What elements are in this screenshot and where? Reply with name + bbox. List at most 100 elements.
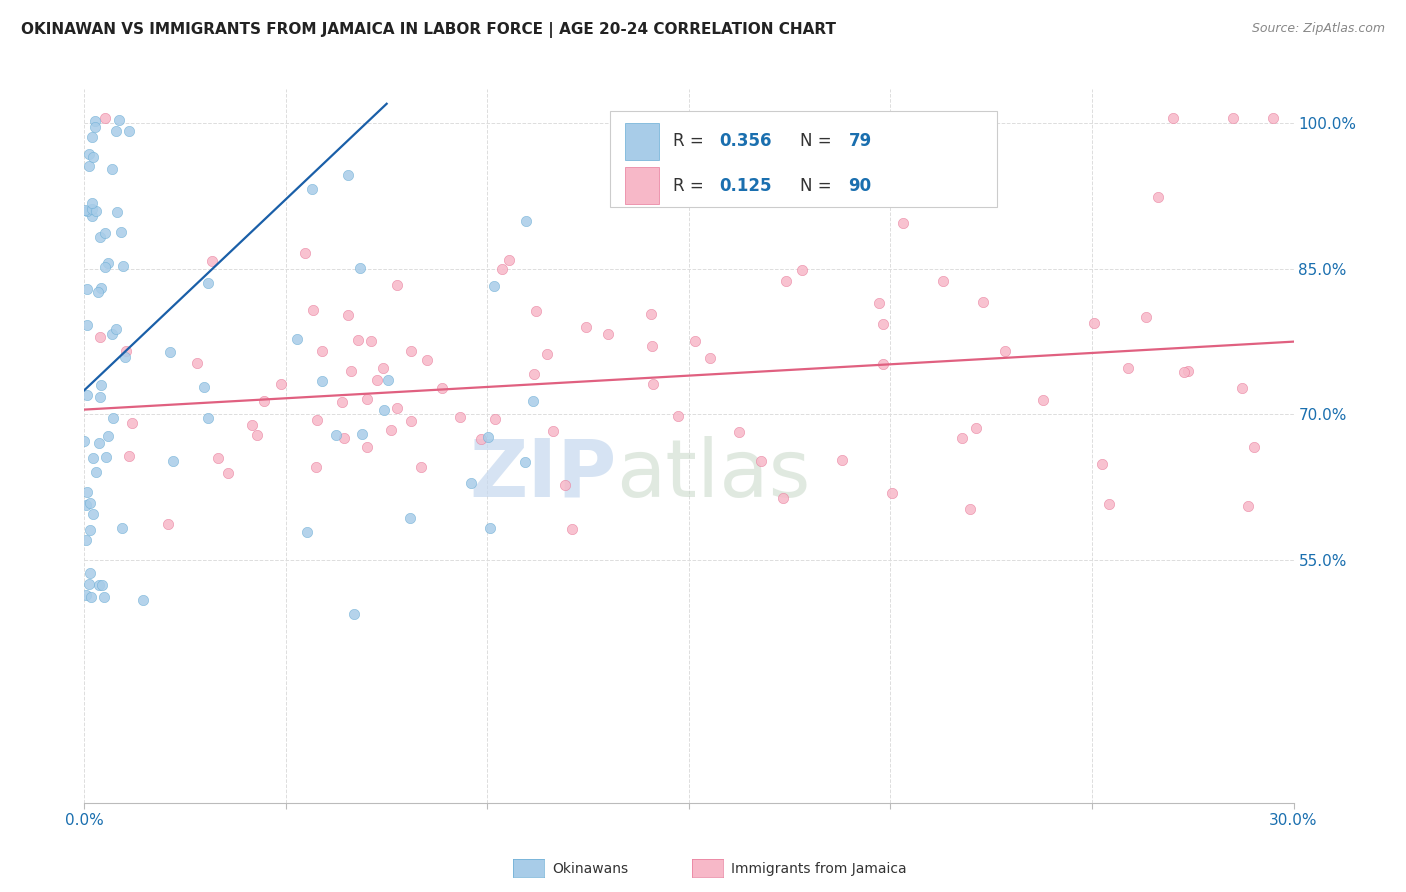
Point (932, 274, 955, 288)
Point (83, 120, 105, 134)
Point (377, 373, 399, 387)
Point (197, 276, 219, 290)
Point (596, 326, 619, 341)
Point (352, 426, 374, 441)
Point (460, 475, 482, 490)
Point (103, 411, 125, 425)
Point (90, 578, 112, 592)
Point (253, 393, 276, 408)
Point (270, 376, 292, 391)
Point (371, 361, 394, 376)
Point (193, 380, 215, 394)
Text: ZIP: ZIP (470, 435, 616, 514)
Text: 90: 90 (849, 177, 872, 194)
Point (111, 520, 134, 534)
Point (197, 411, 219, 425)
Text: OKINAWAN VS IMMIGRANTS FROM JAMAICA IN LABOR FORCE | AGE 20-24 CORRELATION CHART: OKINAWAN VS IMMIGRANTS FROM JAMAICA IN L… (21, 22, 837, 38)
Point (524, 303, 547, 318)
Point (94, 226, 117, 240)
Point (82, 196, 104, 211)
Point (246, 428, 269, 442)
Text: 0.125: 0.125 (720, 177, 772, 194)
FancyBboxPatch shape (624, 168, 659, 204)
Point (416, 352, 439, 367)
Point (82, 130, 104, 145)
Point (972, 295, 994, 310)
Point (554, 477, 576, 491)
Point (89, 230, 111, 244)
Point (541, 424, 564, 438)
Point (387, 401, 409, 416)
Point (82, 209, 104, 223)
Point (401, 344, 423, 359)
Point (575, 319, 598, 334)
Point (87, 435, 110, 450)
Text: R =: R = (673, 177, 709, 194)
Point (302, 302, 325, 317)
FancyBboxPatch shape (624, 123, 659, 160)
Point (1098, 497, 1121, 511)
Point (513, 455, 536, 469)
Point (240, 417, 263, 432)
Point (994, 344, 1017, 359)
Point (449, 410, 471, 425)
Point (337, 309, 360, 323)
Point (104, 124, 127, 138)
Point (536, 347, 558, 361)
Point (79, 159, 101, 173)
Point (356, 441, 378, 455)
Point (73, 202, 96, 217)
Point (1263, 112, 1285, 126)
Point (105, 322, 128, 336)
Point (775, 274, 797, 288)
Point (409, 460, 432, 475)
Point (332, 394, 354, 409)
Text: Immigrants from Jamaica: Immigrants from Jamaica (731, 862, 907, 876)
Point (76, 204, 98, 219)
Point (305, 459, 328, 474)
Point (398, 510, 420, 524)
Point (75, 533, 97, 548)
Point (523, 367, 546, 381)
Point (76, 485, 98, 500)
Point (82, 150, 104, 164)
Point (891, 216, 914, 230)
Point (87, 285, 110, 300)
Point (339, 364, 361, 378)
Point (77, 577, 100, 591)
Point (87, 578, 110, 592)
Point (373, 403, 395, 417)
Point (343, 607, 366, 621)
Point (80, 591, 103, 605)
Point (201, 253, 224, 268)
Point (882, 486, 904, 500)
Point (75, 498, 97, 512)
Point (156, 517, 179, 532)
Text: N =: N = (800, 177, 832, 194)
Point (97, 255, 120, 269)
Point (349, 260, 371, 275)
Point (950, 431, 973, 445)
Point (96, 450, 118, 465)
Point (515, 214, 537, 228)
Point (84, 204, 107, 219)
FancyBboxPatch shape (610, 111, 997, 207)
Point (84, 114, 107, 128)
Point (101, 327, 124, 342)
Point (1161, 112, 1184, 126)
Point (470, 432, 492, 446)
Point (90, 377, 112, 392)
Point (484, 412, 506, 426)
Point (90, 281, 112, 295)
Point (118, 449, 141, 463)
Text: atlas: atlas (616, 435, 811, 514)
Point (699, 351, 721, 365)
Point (86, 466, 108, 480)
Point (1032, 393, 1054, 408)
Point (186, 356, 208, 370)
Point (93, 590, 115, 604)
Text: 79: 79 (849, 132, 872, 151)
Point (121, 416, 143, 430)
Point (114, 344, 136, 359)
Point (76, 318, 98, 332)
